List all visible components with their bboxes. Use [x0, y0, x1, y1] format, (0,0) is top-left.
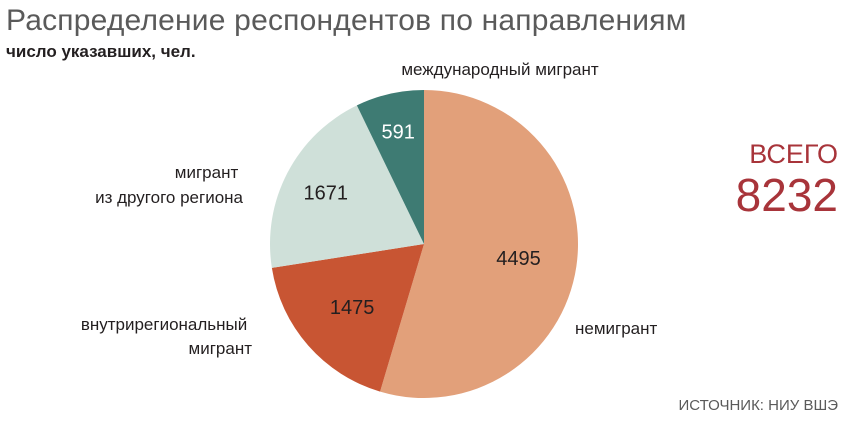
slice-label-intraregional-line2: мигрант [189, 339, 253, 358]
chart-subtitle: число указавших, чел. [6, 42, 196, 61]
pie-slice-international-migrant [356, 90, 424, 244]
pie-value-labels: 4495 1475 1671 591 [304, 121, 541, 318]
pie-slice-other-region-migrant [270, 105, 424, 268]
pie-slices [270, 90, 578, 398]
slice-label-intraregional-migrant: внутрирегиональный мигрант [81, 315, 252, 358]
slice-label-international-migrant: международный мигрант [401, 60, 599, 79]
chart-title: Распределение респондентов по направлени… [6, 4, 687, 37]
pie-slice-intraregional-migrant [271, 244, 424, 392]
slice-label-non-migrant: немигрант [575, 319, 658, 338]
pie-value-international-migrant: 591 [381, 121, 414, 143]
slice-label-other-region-line1: мигрант [175, 163, 239, 182]
total-value: 8232 [735, 169, 838, 221]
pie-value-intraregional-migrant: 1475 [330, 297, 375, 319]
slice-label-intraregional-line1: внутрирегиональный [81, 315, 247, 334]
source-note: ИСТОЧНИК: НИУ ВШЭ [678, 397, 838, 414]
pie-slice-non-migrant [380, 90, 578, 398]
slice-label-other-region-migrant: мигрант из другого региона [95, 163, 243, 207]
pie-value-non-migrant: 4495 [496, 248, 541, 270]
slice-label-other-region-line2: из другого региона [95, 188, 243, 207]
pie-value-other-region-migrant: 1671 [304, 183, 349, 205]
total-label: ВСЕГО [749, 139, 838, 169]
